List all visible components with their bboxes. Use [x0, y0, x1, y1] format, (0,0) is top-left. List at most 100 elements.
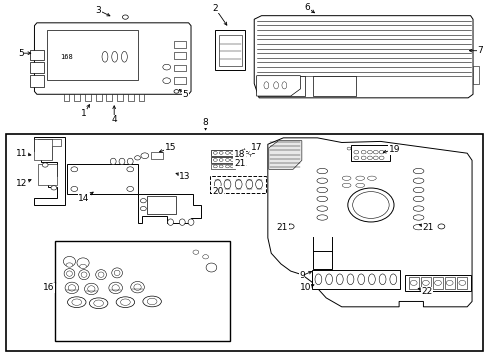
- Polygon shape: [138, 94, 144, 101]
- Text: 19: 19: [387, 145, 399, 154]
- Polygon shape: [117, 94, 122, 101]
- Bar: [211, 157, 234, 163]
- Ellipse shape: [79, 270, 89, 280]
- Polygon shape: [127, 94, 133, 101]
- Text: 14: 14: [78, 194, 90, 203]
- Ellipse shape: [112, 51, 117, 62]
- Circle shape: [51, 186, 57, 190]
- Ellipse shape: [316, 187, 327, 193]
- Bar: [215, 30, 245, 70]
- Ellipse shape: [316, 206, 327, 211]
- Bar: [211, 150, 234, 156]
- Circle shape: [230, 158, 234, 161]
- Ellipse shape: [367, 176, 375, 180]
- Ellipse shape: [378, 274, 385, 285]
- Ellipse shape: [314, 274, 321, 285]
- Ellipse shape: [66, 271, 72, 276]
- Ellipse shape: [110, 158, 116, 165]
- Text: 21: 21: [276, 222, 287, 231]
- Circle shape: [434, 280, 441, 285]
- Ellipse shape: [357, 274, 364, 285]
- Text: 9: 9: [298, 271, 304, 280]
- Ellipse shape: [245, 180, 252, 189]
- Circle shape: [141, 153, 148, 158]
- Bar: [67, 164, 137, 194]
- Ellipse shape: [389, 274, 396, 285]
- Ellipse shape: [316, 215, 327, 220]
- Ellipse shape: [147, 298, 157, 305]
- Polygon shape: [256, 76, 300, 96]
- Circle shape: [230, 165, 234, 168]
- Ellipse shape: [355, 183, 364, 188]
- Ellipse shape: [94, 300, 103, 306]
- Circle shape: [219, 158, 223, 161]
- Circle shape: [225, 165, 229, 168]
- Ellipse shape: [368, 274, 374, 285]
- Circle shape: [213, 165, 217, 168]
- Ellipse shape: [81, 272, 87, 277]
- Ellipse shape: [102, 51, 108, 62]
- Circle shape: [193, 250, 199, 254]
- Circle shape: [225, 158, 229, 161]
- Ellipse shape: [77, 258, 89, 268]
- Circle shape: [378, 156, 383, 159]
- Circle shape: [213, 158, 217, 161]
- Circle shape: [42, 163, 48, 167]
- Circle shape: [225, 152, 229, 154]
- Ellipse shape: [412, 178, 423, 183]
- Bar: [34, 139, 52, 160]
- Text: 15: 15: [164, 143, 176, 152]
- Circle shape: [126, 167, 133, 172]
- Ellipse shape: [134, 284, 141, 291]
- Ellipse shape: [84, 283, 98, 295]
- Ellipse shape: [412, 168, 423, 174]
- Ellipse shape: [264, 82, 268, 89]
- Circle shape: [134, 156, 140, 160]
- Ellipse shape: [347, 188, 393, 222]
- Text: 5: 5: [182, 90, 188, 99]
- Ellipse shape: [87, 286, 95, 292]
- Text: 21: 21: [422, 222, 433, 231]
- Circle shape: [361, 156, 366, 159]
- Text: 7: 7: [476, 46, 482, 55]
- Ellipse shape: [67, 297, 86, 307]
- Ellipse shape: [120, 299, 130, 305]
- Text: 11: 11: [16, 149, 27, 158]
- Text: 8: 8: [203, 118, 208, 127]
- Ellipse shape: [130, 282, 144, 293]
- Ellipse shape: [174, 90, 179, 93]
- Ellipse shape: [412, 206, 423, 211]
- Circle shape: [437, 224, 444, 229]
- Text: 17: 17: [250, 143, 262, 152]
- Circle shape: [346, 147, 350, 150]
- Bar: [259, 76, 305, 96]
- Text: 168: 168: [60, 54, 72, 60]
- Ellipse shape: [112, 285, 119, 291]
- Bar: [6, 134, 482, 351]
- Circle shape: [409, 280, 416, 285]
- Ellipse shape: [142, 296, 161, 307]
- Ellipse shape: [355, 176, 364, 180]
- Polygon shape: [30, 75, 44, 87]
- Ellipse shape: [122, 15, 128, 19]
- Ellipse shape: [205, 263, 216, 272]
- Polygon shape: [267, 138, 471, 307]
- Bar: [55, 241, 229, 341]
- Ellipse shape: [342, 183, 350, 188]
- Ellipse shape: [412, 215, 423, 220]
- Circle shape: [126, 186, 133, 192]
- Bar: [219, 35, 241, 66]
- Polygon shape: [34, 137, 64, 205]
- Polygon shape: [30, 50, 44, 60]
- Ellipse shape: [112, 268, 122, 278]
- Text: 1: 1: [81, 109, 87, 118]
- Circle shape: [361, 150, 366, 154]
- Bar: [351, 145, 389, 161]
- Polygon shape: [74, 94, 80, 101]
- Polygon shape: [30, 62, 44, 73]
- Circle shape: [367, 156, 372, 159]
- Ellipse shape: [282, 82, 286, 89]
- Bar: [151, 152, 163, 158]
- Ellipse shape: [89, 298, 108, 309]
- Ellipse shape: [167, 219, 173, 225]
